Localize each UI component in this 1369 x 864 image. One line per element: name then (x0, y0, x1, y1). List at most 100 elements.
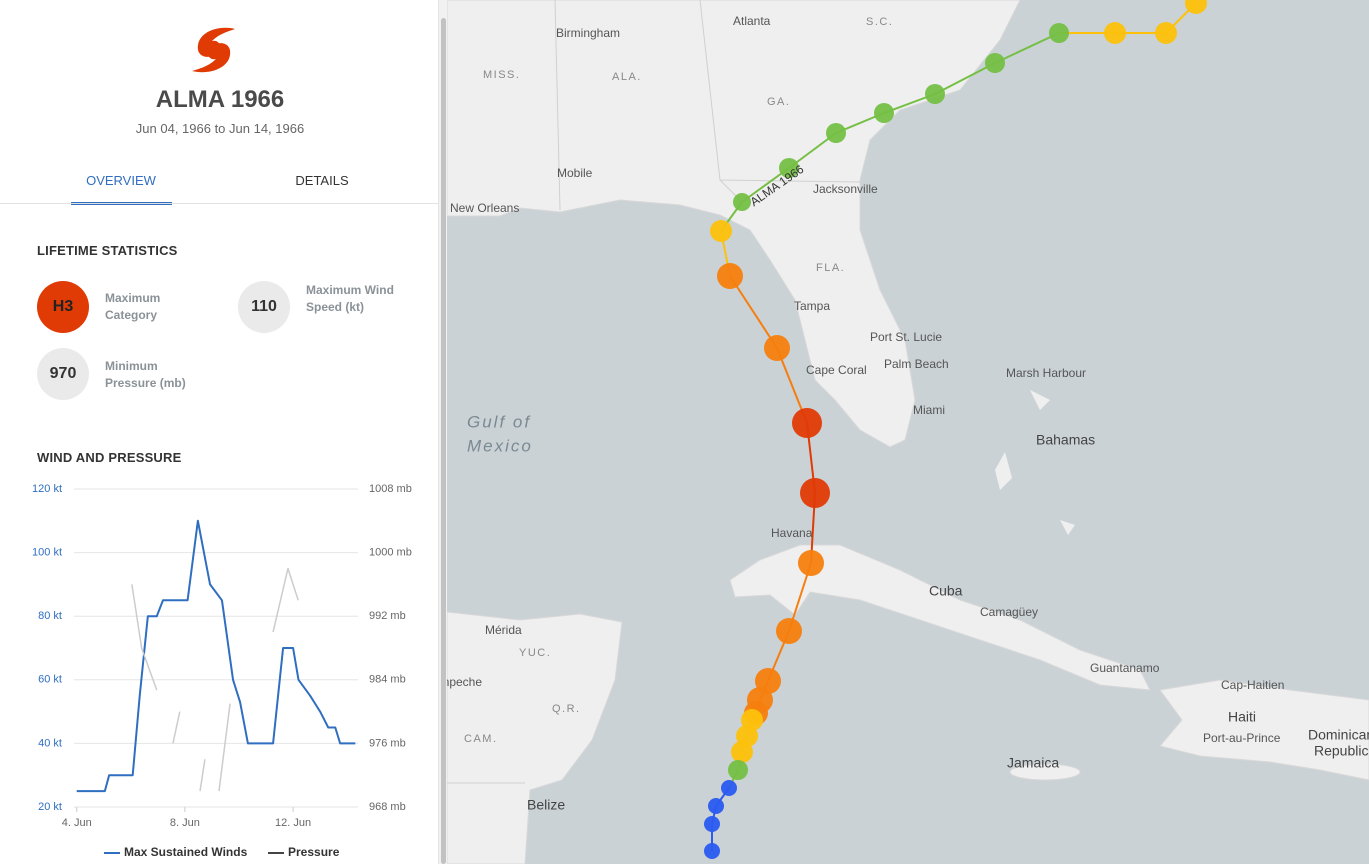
series-line (76, 519, 356, 793)
tab-details[interactable]: DETAILS (295, 173, 349, 188)
track-point (733, 193, 751, 211)
stat-badge: 110 (238, 281, 290, 333)
track-segment (934, 62, 996, 95)
storm-title: ALMA 1966 (155, 86, 285, 113)
map-label: Mexico (467, 436, 533, 455)
side-panel: ALMA 1966 Jun 04, 1966 to Jun 14, 1966 O… (0, 0, 440, 864)
map-label: Atlanta (733, 14, 771, 28)
map-label: Dominican (1308, 727, 1369, 743)
map-label: FLA. (816, 262, 845, 274)
map-label: Belize (527, 797, 565, 813)
map-label: Cuba (929, 583, 963, 599)
track-point (721, 780, 737, 796)
map-label: Cape Coral (806, 363, 867, 377)
map-label: Bahamas (1036, 432, 1095, 448)
track-point (1104, 22, 1126, 44)
track-point (1155, 22, 1177, 44)
map-label: Port-au-Prince (1203, 731, 1281, 745)
map-labels: Atlanta Birmingham S.C. MISS. ALA. GA. Mobile J… (447, 14, 1369, 813)
track-point (1049, 23, 1069, 43)
map-label: Camagüey (980, 605, 1038, 619)
tab-overview[interactable]: OVERVIEW (86, 173, 156, 188)
stat-label: Maximum Wind Speed (kt) (306, 283, 394, 314)
track-point (710, 220, 732, 242)
map-label: CAM. (464, 733, 498, 745)
map-label: MISS. (483, 69, 520, 81)
map-label: Palm Beach (884, 357, 949, 371)
y-tick-label: 40 kt (38, 737, 62, 749)
map-label: Mobile (557, 166, 593, 180)
land (1009, 763, 1081, 781)
map-label: Cap-Haitien (1221, 678, 1284, 692)
track-point (826, 123, 846, 143)
track-point (717, 263, 743, 289)
tab-separator (0, 203, 438, 204)
map-label: Mérida (485, 623, 522, 637)
track-point (704, 816, 720, 832)
map-label: Republic (1314, 743, 1368, 759)
x-tick-label: 4. Jun (62, 817, 92, 829)
track-point (708, 798, 724, 814)
stat-label: Minimum Pressure (mb) (105, 359, 186, 390)
map-label: Gulf of (467, 412, 531, 431)
map-label: Miami (913, 403, 945, 417)
track-segment (994, 32, 1060, 64)
series-line (131, 567, 299, 792)
legend-label: Pressure (288, 845, 340, 859)
track-point (985, 53, 1005, 73)
x-tick-label: 12. Jun (275, 817, 311, 829)
stat-badge: H3 (37, 281, 89, 333)
map-label: Birmingham (556, 26, 620, 40)
map-label: Jacksonville (813, 182, 878, 196)
map-label: S.C. (866, 16, 893, 28)
scrollbar[interactable] (438, 0, 448, 864)
storm-dates: Jun 04, 1966 to Jun 14, 1966 (135, 121, 305, 136)
y2-tick-label: 992 mb (369, 610, 406, 622)
storm-icon (192, 27, 235, 73)
map-label: Guantanamo (1090, 661, 1160, 675)
map-label: Q.R. (552, 703, 581, 715)
y-tick-label: 100 kt (32, 547, 62, 559)
section-heading: LIFETIME STATISTICS (37, 243, 178, 258)
track-point (779, 158, 799, 178)
map-label: YUC. (519, 647, 551, 659)
section-heading: WIND AND PRESSURE (37, 450, 182, 465)
y2-tick-label: 984 mb (369, 674, 406, 686)
y2-tick-label: 1008 mb (369, 483, 412, 495)
storm-track: ALMA 1966 (704, 0, 1207, 859)
track-point (800, 478, 830, 508)
y-tick-label: 80 kt (38, 610, 62, 622)
scrollbar-thumb[interactable] (441, 18, 446, 864)
y2-tick-label: 968 mb (369, 801, 406, 813)
y-tick-label: 60 kt (38, 674, 62, 686)
map-label: Campeche (447, 675, 482, 689)
stat-badge: 970 (37, 348, 89, 400)
track-point (704, 843, 720, 859)
map-label: Port St. Lucie (870, 330, 942, 344)
border (447, 0, 861, 784)
track-point (728, 760, 748, 780)
track-point (792, 408, 822, 438)
track-point (798, 550, 824, 576)
track-point (1185, 0, 1207, 14)
map-label: Jamaica (1007, 755, 1059, 771)
track-point (776, 618, 802, 644)
y-tick-label: 120 kt (32, 483, 62, 495)
land (729, 544, 1151, 691)
map-label: Havana (771, 526, 813, 540)
land (447, 611, 623, 864)
map-label: New Orleans (450, 201, 519, 215)
y2-tick-label: 1000 mb (369, 547, 412, 559)
legend-label: Max Sustained Winds (124, 845, 248, 859)
map-label: Marsh Harbour (1006, 366, 1086, 380)
stat-label: Maximum Category (105, 291, 161, 322)
track-point (874, 103, 894, 123)
track-segment (729, 275, 778, 349)
map-label: ALA. (612, 71, 642, 83)
map[interactable]: ALMA 1966 Atlanta Birmingham S.C. MISS. ALA.… (447, 0, 1369, 864)
track-point (764, 335, 790, 361)
y2-tick-label: 976 mb (369, 737, 406, 749)
track-point (731, 741, 753, 763)
x-tick-label: 8. Jun (170, 817, 200, 829)
